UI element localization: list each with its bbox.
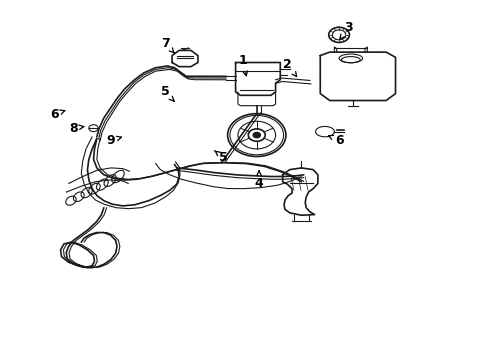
Text: 7: 7 (161, 37, 174, 53)
Circle shape (253, 132, 261, 138)
Text: 3: 3 (340, 22, 353, 39)
Text: 5: 5 (161, 85, 174, 102)
Text: 2: 2 (283, 58, 296, 76)
Text: 5: 5 (215, 150, 228, 164)
Text: 4: 4 (255, 171, 264, 190)
Text: 6: 6 (329, 134, 343, 147)
Text: 9: 9 (107, 134, 122, 147)
Text: 1: 1 (238, 54, 247, 76)
Text: 8: 8 (69, 122, 84, 135)
Text: 6: 6 (50, 108, 65, 121)
